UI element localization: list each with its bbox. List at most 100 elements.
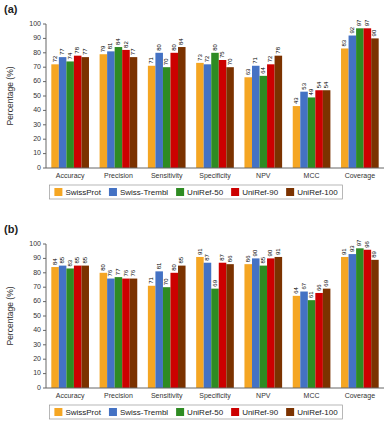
y-axis-line [46,24,47,168]
legend: SwissProtSwiss-TremblUniRef-50UniRef-90U… [49,185,342,199]
y-axis-label: Percentage (%) [5,66,15,125]
bar [341,48,349,168]
legend-swatch [176,408,184,416]
data-label: 69 [323,279,329,286]
bar [226,67,234,168]
data-label: 86 [227,255,233,262]
bar [244,77,252,168]
data-label: 76 [130,269,136,276]
data-label: 93 [349,245,355,252]
bar [211,289,219,388]
data-label: 91 [275,248,281,255]
x-tick-label: Accuracy [56,392,85,400]
data-label: 80 [171,43,177,50]
legend-entry: Swiss-Trembl [120,408,168,417]
y-tick-label: 0 [37,164,41,171]
data-label: 92 [349,26,355,33]
data-label: 85 [82,256,88,263]
x-tick-label: Specificity [199,172,231,180]
bar [59,266,67,388]
data-label: 73 [197,54,203,61]
data-label: 87 [219,253,225,260]
bar [356,28,364,168]
data-label: 54 [323,81,329,88]
bar [252,66,260,168]
legend-entry: UniRef-50 [187,188,224,197]
x-tick-label: Sensitivity [151,392,183,400]
data-label: 82 [123,41,129,48]
data-label: 49 [308,88,314,95]
y-tick-label: 100 [29,240,41,247]
panel-title: (b) [4,223,18,235]
bar [148,66,156,168]
bar [260,76,268,168]
data-label: 67 [301,282,307,289]
data-label: 97 [356,239,362,246]
legend-frame [49,185,342,199]
data-label: 69 [212,279,218,286]
data-label: 80 [156,43,162,50]
legend-frame [49,405,342,419]
legend-entry: UniRef-100 [297,408,338,417]
chart-root: (a) Percentage (%) 0 10 20 30 40 50 60 70 80 90 100 7… [0,0,392,440]
data-label: 77 [130,48,136,55]
x-tick-label: MCC [304,172,320,179]
data-label: 72 [52,55,58,62]
bar [51,64,59,168]
data-label: 84 [52,258,58,265]
data-label: 63 [245,68,251,75]
y-tick-label: 60 [33,297,41,304]
bar [100,54,108,168]
x-tick-label: Coverage [345,172,375,180]
data-label: 90 [372,29,378,36]
legend-swatch [109,188,117,196]
bar [204,64,212,168]
legend-swatch [231,408,239,416]
y-tick-label: 30 [33,341,41,348]
legend-entry: SwissProt [65,408,101,417]
data-label: 75 [219,51,225,58]
data-label: 64 [293,287,299,294]
legend-swatch [231,188,239,196]
data-label: 72 [267,55,273,62]
bar [66,61,74,168]
y-tick-label: 10 [33,369,41,376]
bar [170,53,178,168]
legend-entry: UniRef-90 [242,408,279,417]
data-label: 89 [372,251,378,258]
bar [74,266,82,388]
data-label: 85 [59,256,65,263]
panel-title: (a) [4,3,18,15]
legend-swatch [54,408,62,416]
legend-entry: UniRef-100 [297,188,338,197]
bar [371,260,379,388]
bar [81,57,89,168]
data-label: 85 [74,256,80,263]
y-tick-label: 40 [33,326,41,333]
bar [163,67,171,168]
y-tick-label: 40 [33,106,41,113]
bar [244,264,252,388]
y-tick-label: 20 [33,135,41,142]
bar [275,257,283,388]
y-tick-label: 70 [33,63,41,70]
data-label: 85 [178,256,184,263]
bar [130,57,138,168]
data-label: 84 [178,38,184,45]
legend: SwissProtSwiss-TremblUniRef-50UniRef-90U… [49,405,342,419]
bar [107,279,115,388]
y-axis-line [46,244,47,388]
data-label: 85 [260,256,266,263]
data-label: 96 [364,240,370,247]
bar [74,56,82,168]
bar [155,53,163,168]
bar [349,254,357,388]
y-tick-label: 60 [33,77,41,84]
bar [155,271,163,388]
y-tick-label: 100 [29,20,41,27]
data-label: 84 [115,38,121,45]
y-tick-label: 50 [33,312,41,319]
bar [371,38,379,168]
data-label: 70 [163,278,169,285]
x-tick-label: Precision [104,172,133,179]
